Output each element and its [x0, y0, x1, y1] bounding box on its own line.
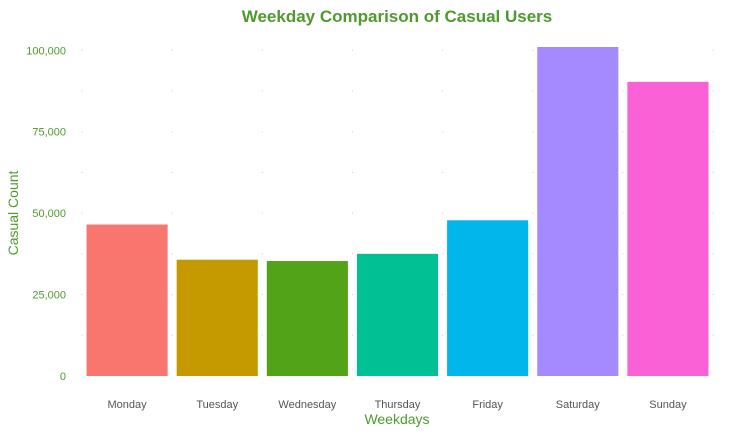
grid-mark [442, 49, 444, 51]
grid-mark [261, 90, 263, 92]
grid-mark [351, 49, 353, 51]
grid-mark [171, 49, 173, 51]
y-tick-label: 75,000 [32, 127, 66, 139]
grid-mark [622, 131, 624, 133]
x-tick-label: Monday [108, 399, 148, 411]
grid-mark [532, 49, 534, 51]
grid-layer [81, 49, 714, 336]
grid-mark [442, 131, 444, 133]
grid-mark [351, 294, 353, 296]
grid-mark [712, 171, 714, 173]
grid-mark [81, 294, 83, 296]
y-axis-ticks: 0 25,000 50,000 75,000 100,000 [26, 45, 66, 383]
grid-mark [351, 90, 353, 92]
grid-mark [81, 49, 83, 51]
x-tick-label: Sunday [649, 399, 687, 411]
grid-mark [442, 90, 444, 92]
grid-mark [261, 49, 263, 51]
bar-saturday [537, 47, 619, 376]
grid-mark [442, 171, 444, 173]
x-tick-label: Tuesday [196, 399, 238, 411]
grid-mark [81, 131, 83, 133]
grid-mark [81, 212, 83, 214]
grid-mark [532, 334, 534, 336]
y-tick-label: 0 [60, 371, 66, 383]
bar-friday [447, 220, 529, 376]
grid-mark [622, 334, 624, 336]
grid-mark [712, 334, 714, 336]
grid-mark [81, 334, 83, 336]
grid-mark [622, 49, 624, 51]
y-axis-title: Casual Count [5, 170, 21, 255]
grid-mark [171, 212, 173, 214]
grid-mark [532, 131, 534, 133]
grid-mark [261, 294, 263, 296]
grid-mark [532, 90, 534, 92]
x-tick-label: Saturday [556, 399, 601, 411]
x-axis-title: Weekdays [364, 411, 429, 427]
grid-mark [81, 253, 83, 255]
grid-mark [622, 294, 624, 296]
grid-mark [712, 294, 714, 296]
grid-mark [351, 334, 353, 336]
grid-mark [712, 212, 714, 214]
grid-mark [532, 212, 534, 214]
x-axis-ticks: Monday Tuesday Wednesday Thursday Friday Satu… [108, 399, 688, 411]
bars-layer [86, 47, 709, 376]
grid-mark [622, 171, 624, 173]
grid-mark [351, 131, 353, 133]
bar-sunday [627, 81, 709, 376]
y-tick-label: 100,000 [26, 45, 66, 57]
grid-mark [442, 294, 444, 296]
grid-mark [442, 212, 444, 214]
grid-mark [171, 171, 173, 173]
y-tick-label: 50,000 [32, 208, 66, 220]
grid-mark [712, 90, 714, 92]
bar-wednesday [266, 261, 348, 376]
x-tick-label: Wednesday [278, 399, 336, 411]
grid-mark [261, 212, 263, 214]
chart-title: Weekday Comparison of Casual Users [242, 7, 553, 26]
bar-thursday [356, 253, 439, 376]
grid-mark [261, 253, 263, 255]
grid-mark [351, 253, 353, 255]
grid-mark [261, 131, 263, 133]
y-tick-label: 25,000 [32, 290, 66, 302]
grid-mark [81, 90, 83, 92]
grid-mark [532, 253, 534, 255]
x-tick-label: Friday [472, 399, 503, 411]
grid-mark [712, 253, 714, 255]
grid-mark [261, 171, 263, 173]
grid-mark [171, 334, 173, 336]
grid-mark [171, 131, 173, 133]
grid-mark [712, 49, 714, 51]
bar-tuesday [176, 259, 258, 376]
grid-mark [351, 212, 353, 214]
grid-mark [442, 334, 444, 336]
grid-mark [171, 294, 173, 296]
grid-mark [171, 253, 173, 255]
grid-mark [442, 253, 444, 255]
grid-mark [351, 171, 353, 173]
grid-mark [712, 131, 714, 133]
x-tick-label: Thursday [375, 399, 421, 411]
grid-mark [532, 171, 534, 173]
grid-mark [532, 294, 534, 296]
grid-mark [171, 90, 173, 92]
grid-mark [81, 171, 83, 173]
grid-mark [622, 253, 624, 255]
grid-mark [261, 334, 263, 336]
grid-mark [622, 212, 624, 214]
bar-monday [86, 224, 168, 376]
grid-mark [622, 90, 624, 92]
